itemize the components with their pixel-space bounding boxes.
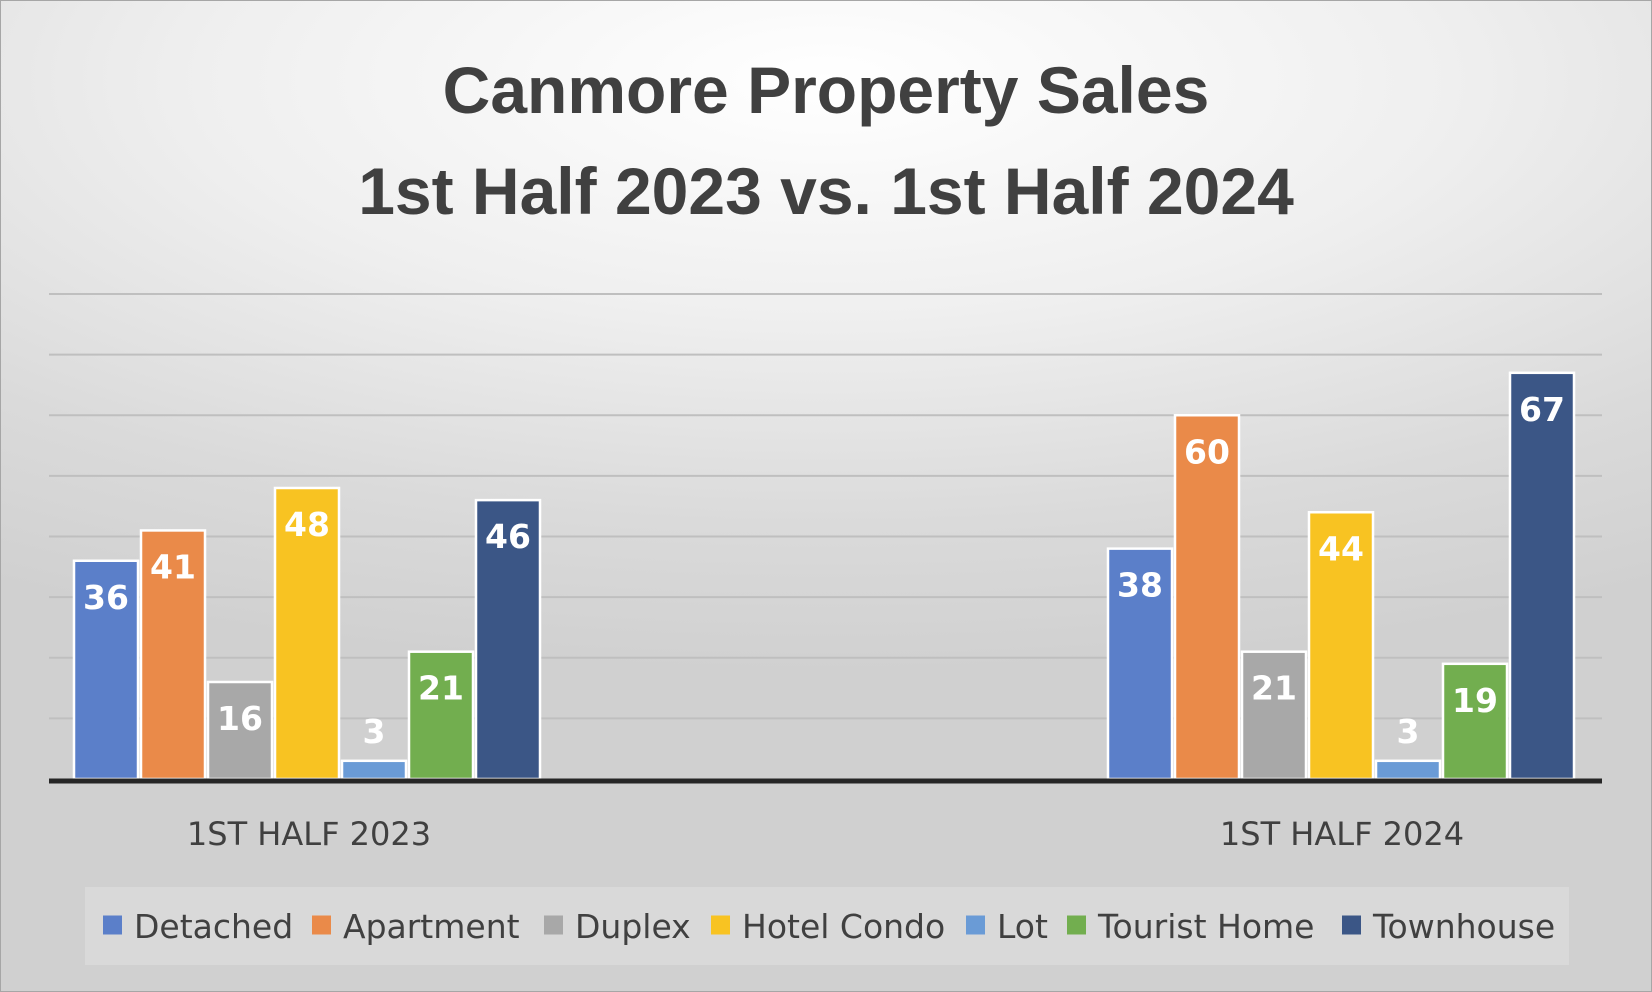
bars	[72, 371, 1576, 781]
data-label-hotel-condo-2: 44	[1318, 529, 1364, 568]
data-label-lot-1: 3	[363, 712, 386, 751]
data-label-townhouse-2: 67	[1519, 390, 1565, 429]
legend-label-hotel-condo: Hotel Condo	[742, 907, 945, 946]
bar-duplex-1	[206, 680, 274, 781]
data-label-duplex-2: 21	[1251, 669, 1297, 708]
legend-swatch-duplex	[544, 915, 563, 935]
data-label-hotel-condo-1: 48	[284, 505, 330, 544]
legend-background	[85, 887, 1569, 965]
bar-hotel-condo-1	[273, 486, 341, 781]
bar-lot-2	[1374, 759, 1442, 781]
category-labels: 1ST HALF 2023 1ST HALF 2024	[187, 815, 1464, 853]
legend-label-lot: Lot	[997, 907, 1048, 946]
bar-hotel-condo-2	[1307, 511, 1375, 781]
bar-detached-1	[72, 559, 140, 781]
bar-detached-2	[1106, 547, 1174, 781]
chart-title-line-2: 1st Half 2023 vs. 1st Half 2024	[358, 154, 1294, 228]
legend-swatch-tourist-home	[1067, 915, 1086, 935]
bar-duplex-2	[1240, 650, 1308, 781]
chart-title-line-1: Canmore Property Sales	[443, 53, 1210, 127]
legend-swatch-lot	[966, 915, 985, 935]
category-label-1: 1ST HALF 2023	[187, 815, 431, 853]
bar-lot-1	[340, 759, 408, 781]
data-label-apartment-1: 41	[150, 547, 196, 586]
legend-swatch-detached	[103, 915, 122, 935]
category-label-2: 1ST HALF 2024	[1220, 815, 1464, 853]
bar-townhouse-1	[474, 498, 542, 781]
legend-label-townhouse: Townhouse	[1372, 907, 1555, 946]
data-label-duplex-1: 16	[217, 699, 263, 738]
data-label-townhouse-1: 46	[485, 517, 531, 556]
bar-tourist-home-2	[1441, 662, 1509, 781]
bar-apartment-2	[1173, 414, 1241, 781]
data-label-detached-1: 36	[83, 578, 129, 617]
legend-swatch-townhouse	[1342, 915, 1361, 935]
data-labels: 36 41 16 48 3 21 46 38 60 21 44 3 19 67	[83, 390, 1565, 751]
bar-townhouse-2	[1508, 371, 1576, 781]
data-label-tourist-home-1: 21	[418, 669, 464, 708]
legend-swatch-apartment	[312, 915, 331, 935]
legend-label-tourist-home: Tourist Home	[1097, 907, 1314, 946]
bar-tourist-home-1	[407, 650, 475, 781]
legend-swatch-hotel-condo	[711, 915, 730, 935]
chart-title: Canmore Property Sales 1st Half 2023 vs.…	[358, 53, 1294, 228]
data-label-detached-2: 38	[1117, 566, 1163, 605]
legend-label-apartment: Apartment	[343, 907, 520, 946]
data-label-apartment-2: 60	[1184, 432, 1230, 471]
data-label-tourist-home-2: 19	[1452, 681, 1498, 720]
legend: Detached Apartment Duplex Hotel Condo Lot Tou…	[85, 887, 1569, 965]
legend-label-duplex: Duplex	[575, 907, 691, 946]
data-label-lot-2: 3	[1397, 712, 1420, 751]
legend-label-detached: Detached	[134, 907, 293, 946]
